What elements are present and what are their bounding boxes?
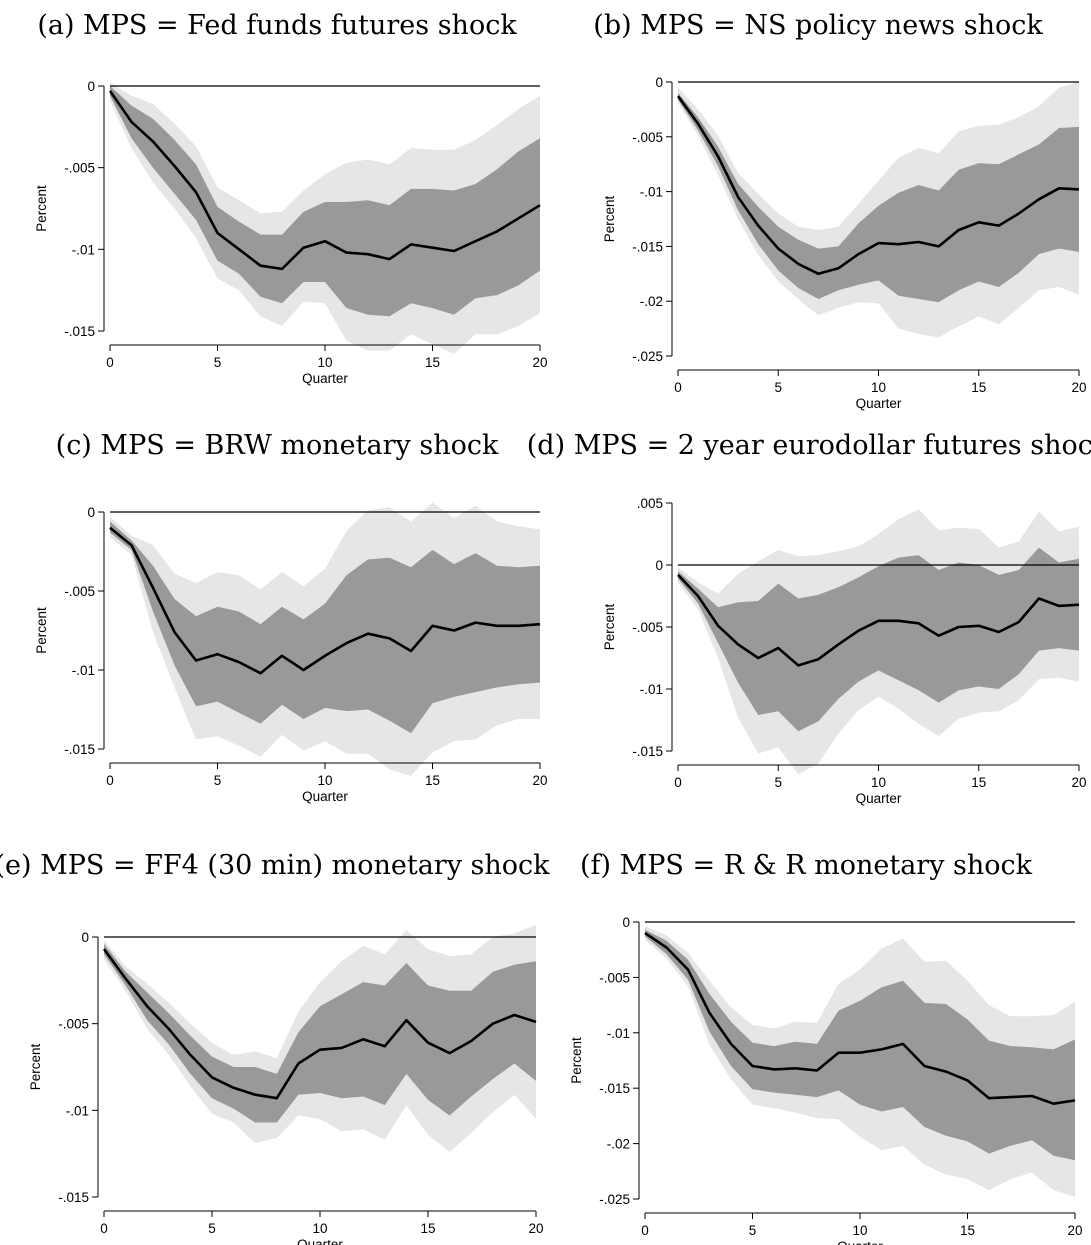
panel-title: (a) MPS = Fed funds futures shock	[37, 10, 517, 41]
point-estimate-line	[109, 526, 541, 675]
x-tick-label: 15	[425, 773, 440, 788]
inner-confidence-band	[110, 86, 540, 317]
x-tick-label: 10	[317, 355, 332, 370]
x-tick-label: 5	[214, 773, 222, 788]
y-tick-label: -.02	[607, 1137, 630, 1152]
y-tick-label: -.01	[607, 1026, 630, 1041]
y-tick-label: -.01	[72, 242, 95, 257]
x-axis-title: Quarter	[302, 789, 348, 804]
x-tick-label: 0	[641, 1223, 649, 1238]
x-tick-label: 10	[871, 775, 886, 790]
y-axis-title: Percent	[602, 195, 617, 242]
y-axis-title: Percent	[28, 1043, 43, 1090]
y-axis-title: Percent	[569, 1037, 584, 1084]
y-tick-label: -.015	[64, 742, 95, 757]
y-tick-label: 0	[622, 915, 630, 930]
x-tick-label: 5	[214, 355, 222, 370]
panel-title: (d) MPS = 2 year eurodollar futures shoc…	[527, 430, 1091, 461]
inner-confidence-band	[645, 929, 1075, 1161]
x-tick-label: 10	[852, 1223, 867, 1238]
x-axis-title: Quarter	[297, 1237, 343, 1245]
y-tick-label: -.005	[599, 970, 630, 985]
x-tick-label: 20	[532, 773, 547, 788]
x-tick-label: 0	[674, 380, 682, 395]
x-axis-title: Quarter	[302, 371, 348, 386]
y-tick-label: -.025	[599, 1192, 630, 1207]
x-tick-label: 15	[971, 775, 986, 790]
x-axis-title: Quarter	[837, 1239, 883, 1245]
y-tick-label: -.025	[632, 349, 663, 364]
y-tick-label: -.015	[632, 239, 663, 254]
y-tick-label: -.01	[72, 663, 95, 678]
panel-title: (c) MPS = BRW monetary shock	[56, 430, 499, 461]
x-tick-label: 5	[749, 1223, 757, 1238]
y-tick-label: -.005	[632, 130, 663, 145]
point-estimate-line	[108, 90, 541, 271]
x-tick-label: 0	[674, 775, 682, 790]
x-tick-label: 15	[960, 1223, 975, 1238]
x-tick-label: 10	[317, 773, 332, 788]
chart-panel-4: (d) MPS = 2 year eurodollar futures shoc…	[527, 430, 1091, 806]
y-tick-label: -.015	[599, 1081, 630, 1096]
x-axis-title: Quarter	[856, 791, 902, 806]
x-tick-label: 15	[420, 1221, 435, 1236]
y-tick-label: 0	[655, 558, 663, 573]
x-tick-label: 20	[1067, 1223, 1082, 1238]
y-tick-label: -.02	[640, 294, 663, 309]
y-tick-label: -.01	[640, 682, 663, 697]
x-tick-label: 20	[1071, 775, 1086, 790]
panel-title: (f) MPS = R & R monetary shock	[580, 850, 1033, 881]
x-tick-label: 5	[774, 775, 782, 790]
x-tick-label: 15	[425, 355, 440, 370]
chart-panel-6: (f) MPS = R & R monetary shock 0 -.005 -.01…	[569, 850, 1083, 1245]
chart-panel-2: (b) MPS = NS policy news shock 0 -.005 -.01…	[593, 10, 1086, 411]
y-tick-label: -.015	[58, 1190, 89, 1205]
y-tick-label: 0	[81, 930, 89, 945]
chart-panel-1: (a) MPS = Fed funds futures shock 0 -.005 -…	[34, 10, 548, 386]
x-tick-label: 5	[774, 380, 782, 395]
y-tick-label: .005	[637, 496, 663, 511]
inner-confidence-band	[110, 521, 540, 734]
inner-confidence-band	[678, 547, 1079, 732]
x-tick-label: 5	[208, 1221, 216, 1236]
y-tick-label: -.01	[66, 1103, 89, 1118]
y-tick-label: 0	[87, 505, 95, 520]
x-tick-label: 20	[532, 355, 547, 370]
y-tick-label: -.01	[640, 185, 663, 200]
point-estimate-line	[644, 932, 1076, 1105]
x-tick-label: 10	[871, 380, 886, 395]
point-estimate-line	[677, 574, 1080, 667]
y-tick-label: 0	[655, 75, 663, 90]
y-tick-label: -.005	[58, 1017, 89, 1032]
x-axis-title: Quarter	[856, 396, 902, 411]
y-axis-title: Percent	[602, 603, 617, 650]
y-tick-label: -.005	[632, 620, 663, 635]
x-tick-label: 10	[312, 1221, 327, 1236]
panel-title: (b) MPS = NS policy news shock	[593, 10, 1043, 41]
x-tick-label: 0	[100, 1221, 108, 1236]
x-tick-label: 15	[971, 380, 986, 395]
y-tick-label: 0	[87, 79, 95, 94]
y-tick-label: -.015	[64, 324, 95, 339]
x-tick-label: 0	[106, 773, 114, 788]
point-estimate-line	[102, 948, 537, 1100]
x-tick-label: 0	[106, 355, 114, 370]
y-axis-title: Percent	[34, 185, 49, 232]
x-tick-label: 20	[528, 1221, 543, 1236]
y-tick-label: -.005	[64, 584, 95, 599]
chart-panel-5: (e) MPS = FF4 (30 min) monetary shock 0 -.…	[0, 850, 550, 1245]
y-axis-title: Percent	[34, 607, 49, 654]
panel-title: (e) MPS = FF4 (30 min) monetary shock	[0, 850, 550, 881]
y-tick-label: -.005	[64, 161, 95, 176]
point-estimate-line	[676, 95, 1080, 276]
x-tick-label: 20	[1071, 380, 1086, 395]
chart-panel-3: (c) MPS = BRW monetary shock 0 -.005 -.01 -.…	[34, 430, 548, 804]
y-tick-label: -.015	[632, 744, 663, 759]
